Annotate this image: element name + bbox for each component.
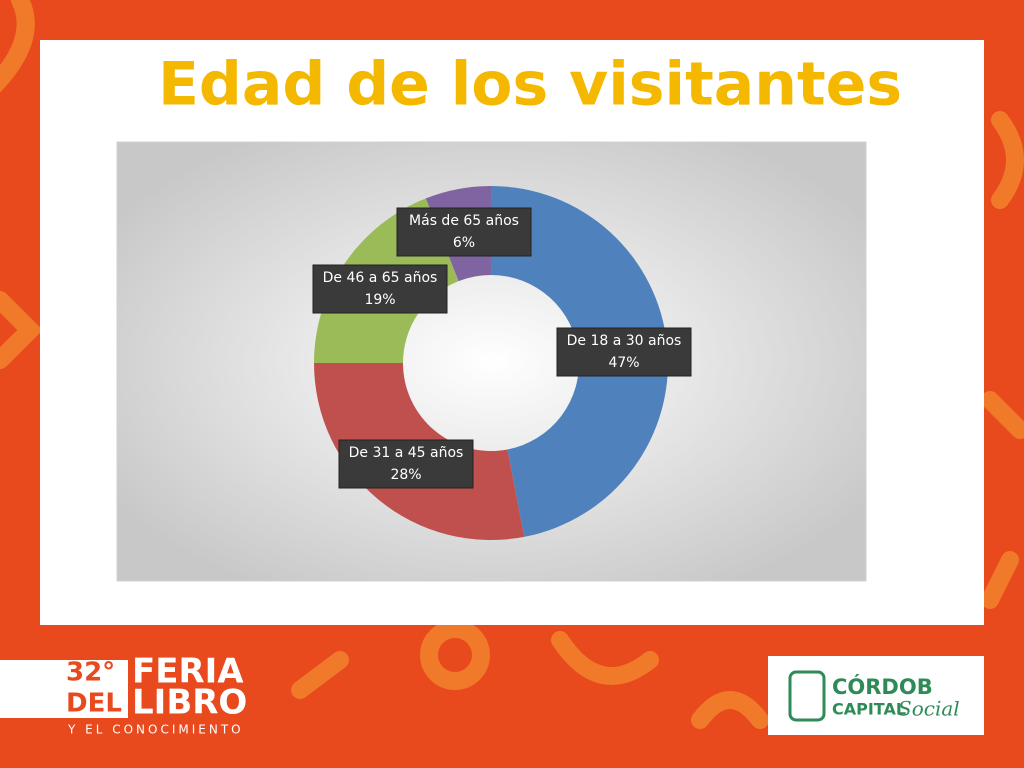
label-box [556, 327, 692, 377]
label-category: Más de 65 años [409, 213, 519, 229]
sponsor-logo: CÓRDOB CAPITAL Social [768, 656, 984, 735]
label-value: 6% [453, 235, 475, 251]
decor [0, 0, 1024, 729]
label-category: De 46 a 65 años [323, 270, 438, 286]
logo-word: FERIA [132, 652, 244, 692]
sponsor-line: CAPITAL [832, 700, 906, 719]
logo-word: DEL [66, 689, 122, 719]
logo-box [0, 660, 128, 718]
label-box [312, 264, 448, 314]
logo-word: LIBRO [132, 683, 247, 723]
sponsor-script: Social [898, 697, 960, 721]
logo-edition: 32° [66, 658, 115, 688]
logo-tagline: Y EL CONOCIMIENTO [67, 723, 244, 737]
label-value: 47% [608, 355, 639, 371]
label-box [396, 207, 532, 257]
data-labels: De 18 a 30 años 47% De 31 a 45 años 28% De 4… [312, 207, 692, 489]
chart-title: Edad de los visitantes [158, 50, 902, 120]
sponsor-box [768, 656, 984, 735]
sponsor-line: CÓRDOB [832, 674, 933, 699]
label-value: 28% [390, 467, 421, 483]
sponsor-crest [788, 670, 826, 722]
label-value: 19% [364, 292, 395, 308]
label-box [338, 439, 474, 489]
label-category: De 18 a 30 años [567, 333, 682, 349]
event-logo: 32° FERIA DEL LIBRO Y EL CONOCIMIENTO [0, 652, 247, 737]
label-category: De 31 a 45 años [349, 445, 464, 461]
